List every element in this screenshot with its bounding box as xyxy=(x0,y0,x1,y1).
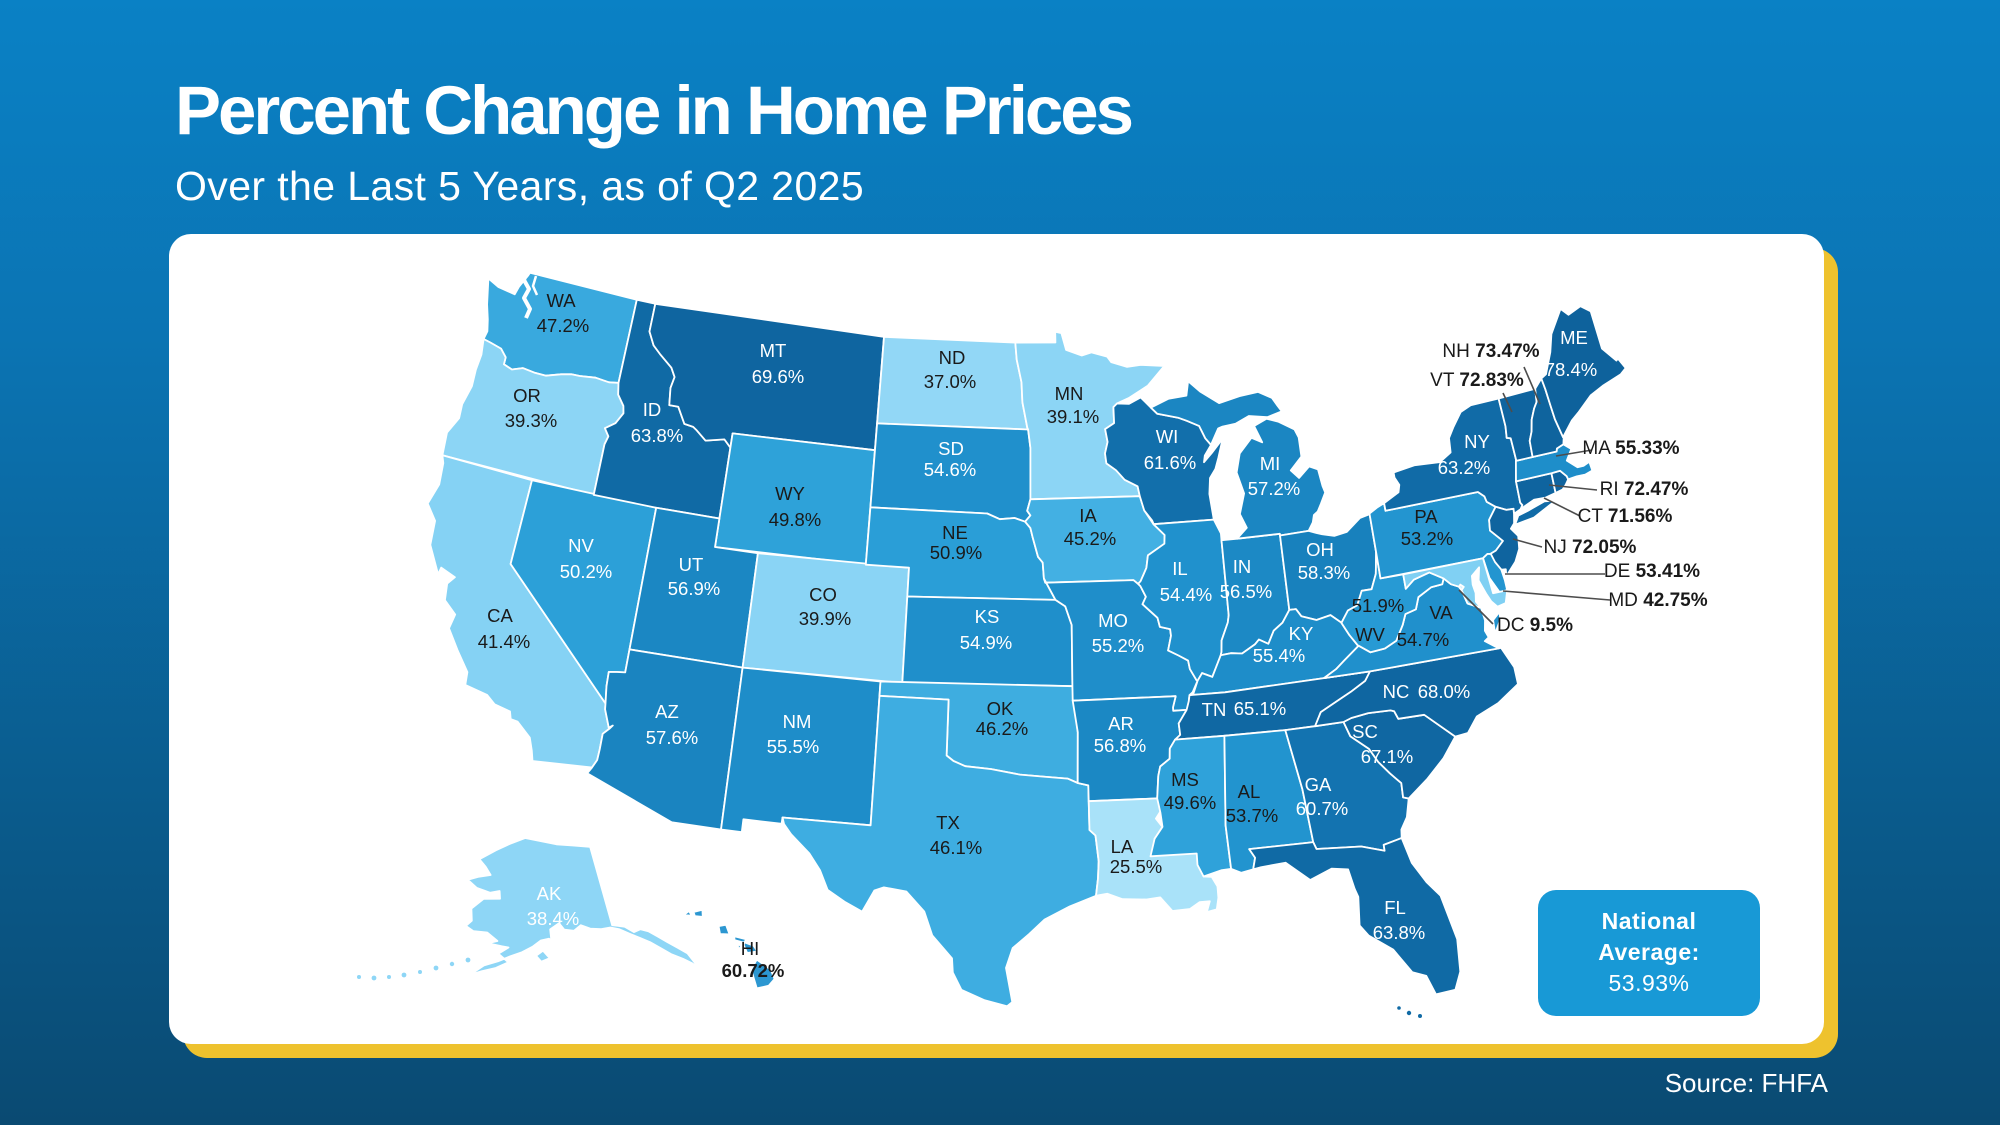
svg-text:AL: AL xyxy=(1238,781,1261,802)
svg-text:OH: OH xyxy=(1306,539,1334,560)
svg-text:NJ 72.05%: NJ 72.05% xyxy=(1544,537,1637,558)
svg-text:DC 9.5%: DC 9.5% xyxy=(1497,615,1573,636)
svg-text:VA: VA xyxy=(1429,602,1453,623)
svg-text:61.6%: 61.6% xyxy=(1144,452,1196,473)
svg-text:63.8%: 63.8% xyxy=(1373,922,1425,943)
svg-text:58.3%: 58.3% xyxy=(1298,562,1350,583)
svg-text:50.9%: 50.9% xyxy=(930,542,982,563)
svg-text:NH 73.47%: NH 73.47% xyxy=(1442,341,1539,362)
svg-text:OR: OR xyxy=(513,385,541,406)
svg-text:KY: KY xyxy=(1289,623,1314,644)
svg-text:56.9%: 56.9% xyxy=(668,578,720,599)
svg-text:49.6%: 49.6% xyxy=(1164,792,1216,813)
svg-text:50.2%: 50.2% xyxy=(560,561,612,582)
svg-text:FL: FL xyxy=(1384,897,1406,918)
svg-text:NE: NE xyxy=(942,522,968,543)
svg-text:NM: NM xyxy=(783,711,812,732)
svg-text:SC: SC xyxy=(1352,721,1378,742)
svg-text:37.0%: 37.0% xyxy=(924,371,976,392)
svg-text:54.6%: 54.6% xyxy=(924,459,976,480)
svg-text:67.1%: 67.1% xyxy=(1361,746,1413,767)
svg-text:49.8%: 49.8% xyxy=(769,509,821,530)
svg-text:KS: KS xyxy=(975,606,1000,627)
svg-text:63.8%: 63.8% xyxy=(631,425,683,446)
svg-text:38.4%: 38.4% xyxy=(527,908,579,929)
svg-text:MO: MO xyxy=(1098,610,1128,631)
svg-text:DE 53.41%: DE 53.41% xyxy=(1604,561,1700,582)
svg-text:ME: ME xyxy=(1560,327,1588,348)
svg-text:AZ: AZ xyxy=(655,701,679,722)
svg-text:NY: NY xyxy=(1464,431,1490,452)
svg-text:IL: IL xyxy=(1172,558,1187,579)
svg-text:ND: ND xyxy=(939,347,966,368)
svg-text:57.2%: 57.2% xyxy=(1248,478,1300,499)
svg-text:45.2%: 45.2% xyxy=(1064,528,1116,549)
svg-text:56.5%: 56.5% xyxy=(1220,581,1272,602)
svg-text:HI: HI xyxy=(741,938,760,959)
svg-text:WV: WV xyxy=(1355,624,1385,645)
svg-text:MT: MT xyxy=(760,340,787,361)
svg-text:CA: CA xyxy=(487,605,513,626)
svg-text:55.5%: 55.5% xyxy=(767,736,819,757)
svg-text:55.2%: 55.2% xyxy=(1092,635,1144,656)
svg-text:CO: CO xyxy=(809,584,837,605)
svg-text:25.5%: 25.5% xyxy=(1110,856,1162,877)
svg-text:46.1%: 46.1% xyxy=(930,837,982,858)
svg-text:WI: WI xyxy=(1156,426,1179,447)
svg-text:MD 42.75%: MD 42.75% xyxy=(1608,590,1707,611)
svg-text:TN: TN xyxy=(1202,699,1227,720)
svg-text:69.6%: 69.6% xyxy=(752,366,804,387)
svg-text:TX: TX xyxy=(936,812,960,833)
svg-text:ID: ID xyxy=(643,399,662,420)
svg-text:AK: AK xyxy=(537,883,562,904)
svg-text:NV: NV xyxy=(568,535,594,556)
svg-text:UT: UT xyxy=(679,554,704,575)
svg-text:MN: MN xyxy=(1055,383,1084,404)
svg-text:PA: PA xyxy=(1414,506,1438,527)
svg-text:63.2%: 63.2% xyxy=(1438,457,1490,478)
svg-text:39.1%: 39.1% xyxy=(1047,406,1099,427)
svg-text:65.1%: 65.1% xyxy=(1234,698,1286,719)
svg-text:60.7%: 60.7% xyxy=(1296,798,1348,819)
svg-text:57.6%: 57.6% xyxy=(646,727,698,748)
svg-text:54.9%: 54.9% xyxy=(960,632,1012,653)
svg-text:54.7%: 54.7% xyxy=(1397,629,1449,650)
svg-text:MI: MI xyxy=(1260,453,1281,474)
svg-text:OK: OK xyxy=(987,698,1014,719)
svg-text:VT 72.83%: VT 72.83% xyxy=(1430,370,1524,391)
svg-text:IA: IA xyxy=(1079,505,1097,526)
svg-text:56.8%: 56.8% xyxy=(1094,735,1146,756)
svg-text:47.2%: 47.2% xyxy=(537,315,589,336)
svg-text:IN: IN xyxy=(1233,556,1252,577)
svg-text:RI 72.47%: RI 72.47% xyxy=(1600,479,1689,500)
svg-text:WY: WY xyxy=(775,483,805,504)
svg-text:SD: SD xyxy=(938,438,964,459)
svg-text:LA: LA xyxy=(1111,836,1134,857)
svg-text:54.4%: 54.4% xyxy=(1160,584,1212,605)
svg-text:53.2%: 53.2% xyxy=(1401,528,1453,549)
svg-text:46.2%: 46.2% xyxy=(976,718,1028,739)
svg-text:WA: WA xyxy=(546,290,576,311)
svg-text:60.72%: 60.72% xyxy=(722,960,785,981)
svg-text:39.3%: 39.3% xyxy=(505,410,557,431)
svg-text:NC: NC xyxy=(1383,681,1410,702)
svg-text:55.4%: 55.4% xyxy=(1253,645,1305,666)
svg-text:68.0%: 68.0% xyxy=(1418,681,1470,702)
svg-text:53.7%: 53.7% xyxy=(1226,805,1278,826)
svg-text:GA: GA xyxy=(1305,774,1332,795)
svg-text:AR: AR xyxy=(1108,713,1134,734)
svg-text:41.4%: 41.4% xyxy=(478,631,530,652)
svg-text:MS: MS xyxy=(1171,769,1199,790)
svg-text:51.9%: 51.9% xyxy=(1352,595,1404,616)
svg-text:78.4%: 78.4% xyxy=(1545,359,1597,380)
svg-text:CT 71.56%: CT 71.56% xyxy=(1578,506,1673,527)
svg-text:39.9%: 39.9% xyxy=(799,608,851,629)
svg-text:MA 55.33%: MA 55.33% xyxy=(1582,438,1679,459)
